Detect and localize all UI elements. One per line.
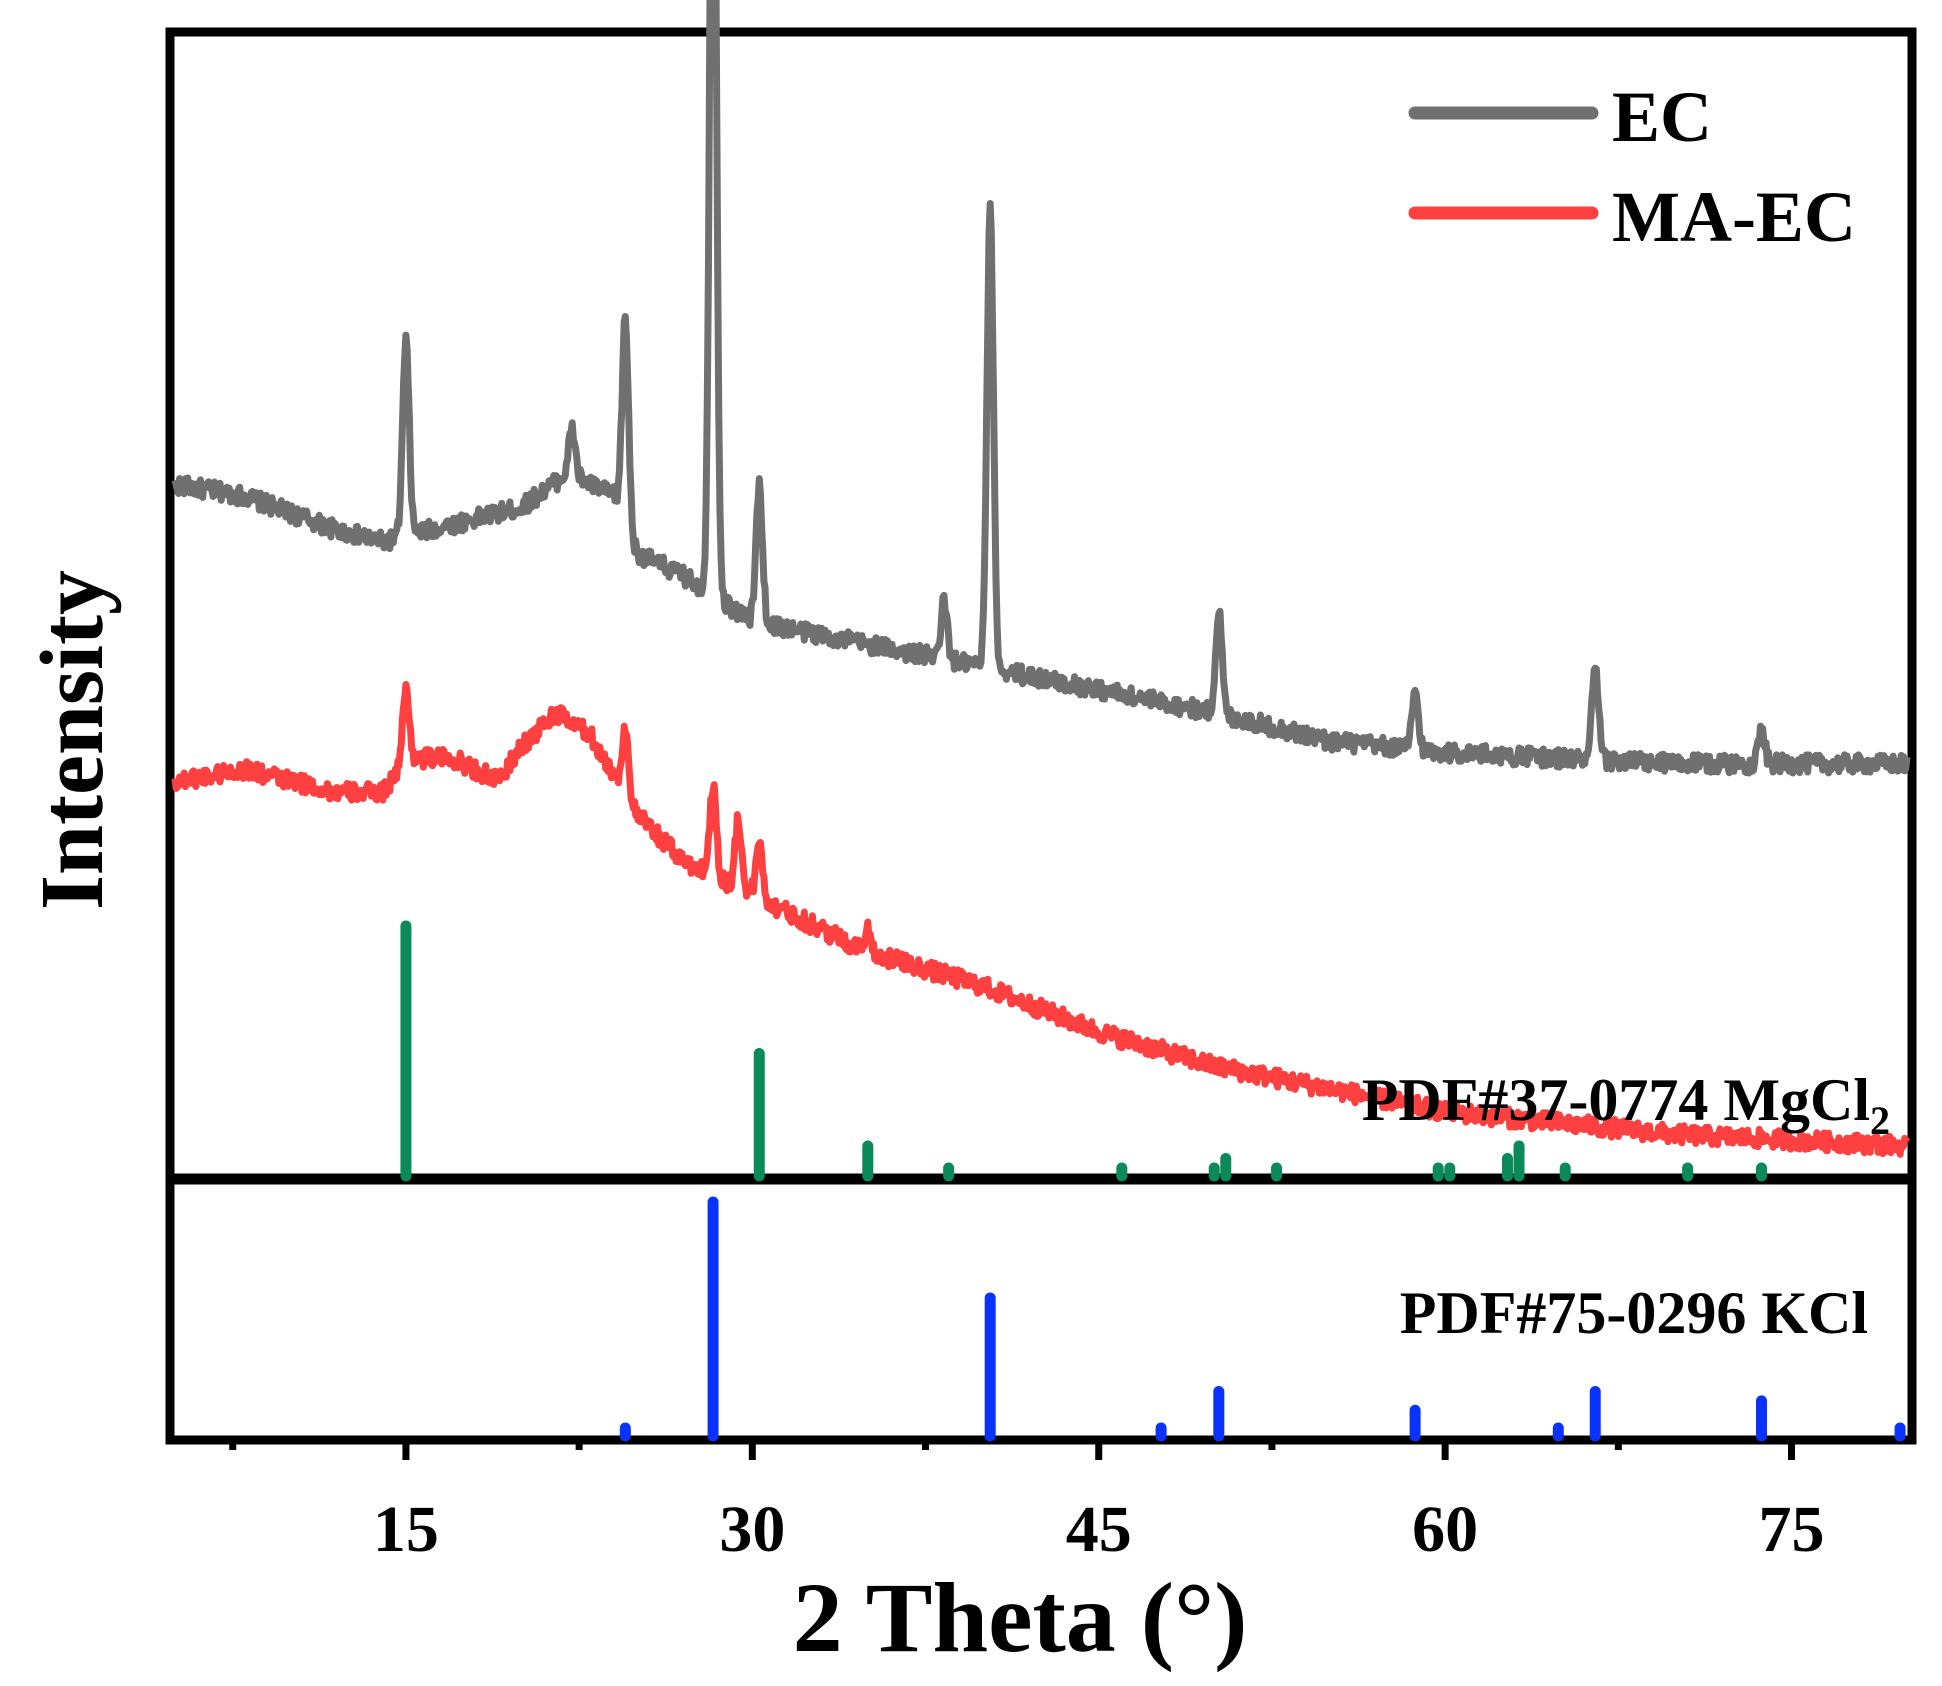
series-line-ec: [171, 0, 1911, 777]
x-axis-title: 2 Theta (°): [793, 1562, 1248, 1673]
x-tick-label-45: 45: [1066, 1493, 1132, 1566]
x-tick-label-30: 30: [719, 1493, 785, 1566]
x-axis-ticks: 15 30 45 60 75: [229, 1438, 1825, 1566]
x-tick-label-15: 15: [373, 1493, 439, 1566]
y-axis-title: Intensity: [23, 570, 122, 910]
mgcl2-reference-label: PDF#37-0774 MgCl2: [1362, 1067, 1890, 1143]
legend: EC MA-EC: [1408, 77, 1856, 257]
mgcl2-reference-sticks: [400, 920, 1768, 1182]
legend-label-ma-ec: MA-EC: [1612, 177, 1856, 257]
x-tick-label-60: 60: [1412, 1493, 1478, 1566]
series-group: [171, 0, 1911, 1158]
lower-plot-frame: [165, 1175, 1917, 1445]
series-line-ma-ec: [171, 681, 1911, 1158]
kcl-reference-label: PDF#75-0296 KCl: [1400, 1280, 1868, 1346]
kcl-reference-sticks: [619, 1196, 1906, 1442]
x-tick-label-75: 75: [1759, 1493, 1825, 1566]
mgcl2-label-main: PDF#37-0774 MgCl: [1362, 1067, 1870, 1133]
mgcl2-label-subscript: 2: [1870, 1098, 1890, 1143]
legend-label-ec: EC: [1612, 77, 1712, 157]
